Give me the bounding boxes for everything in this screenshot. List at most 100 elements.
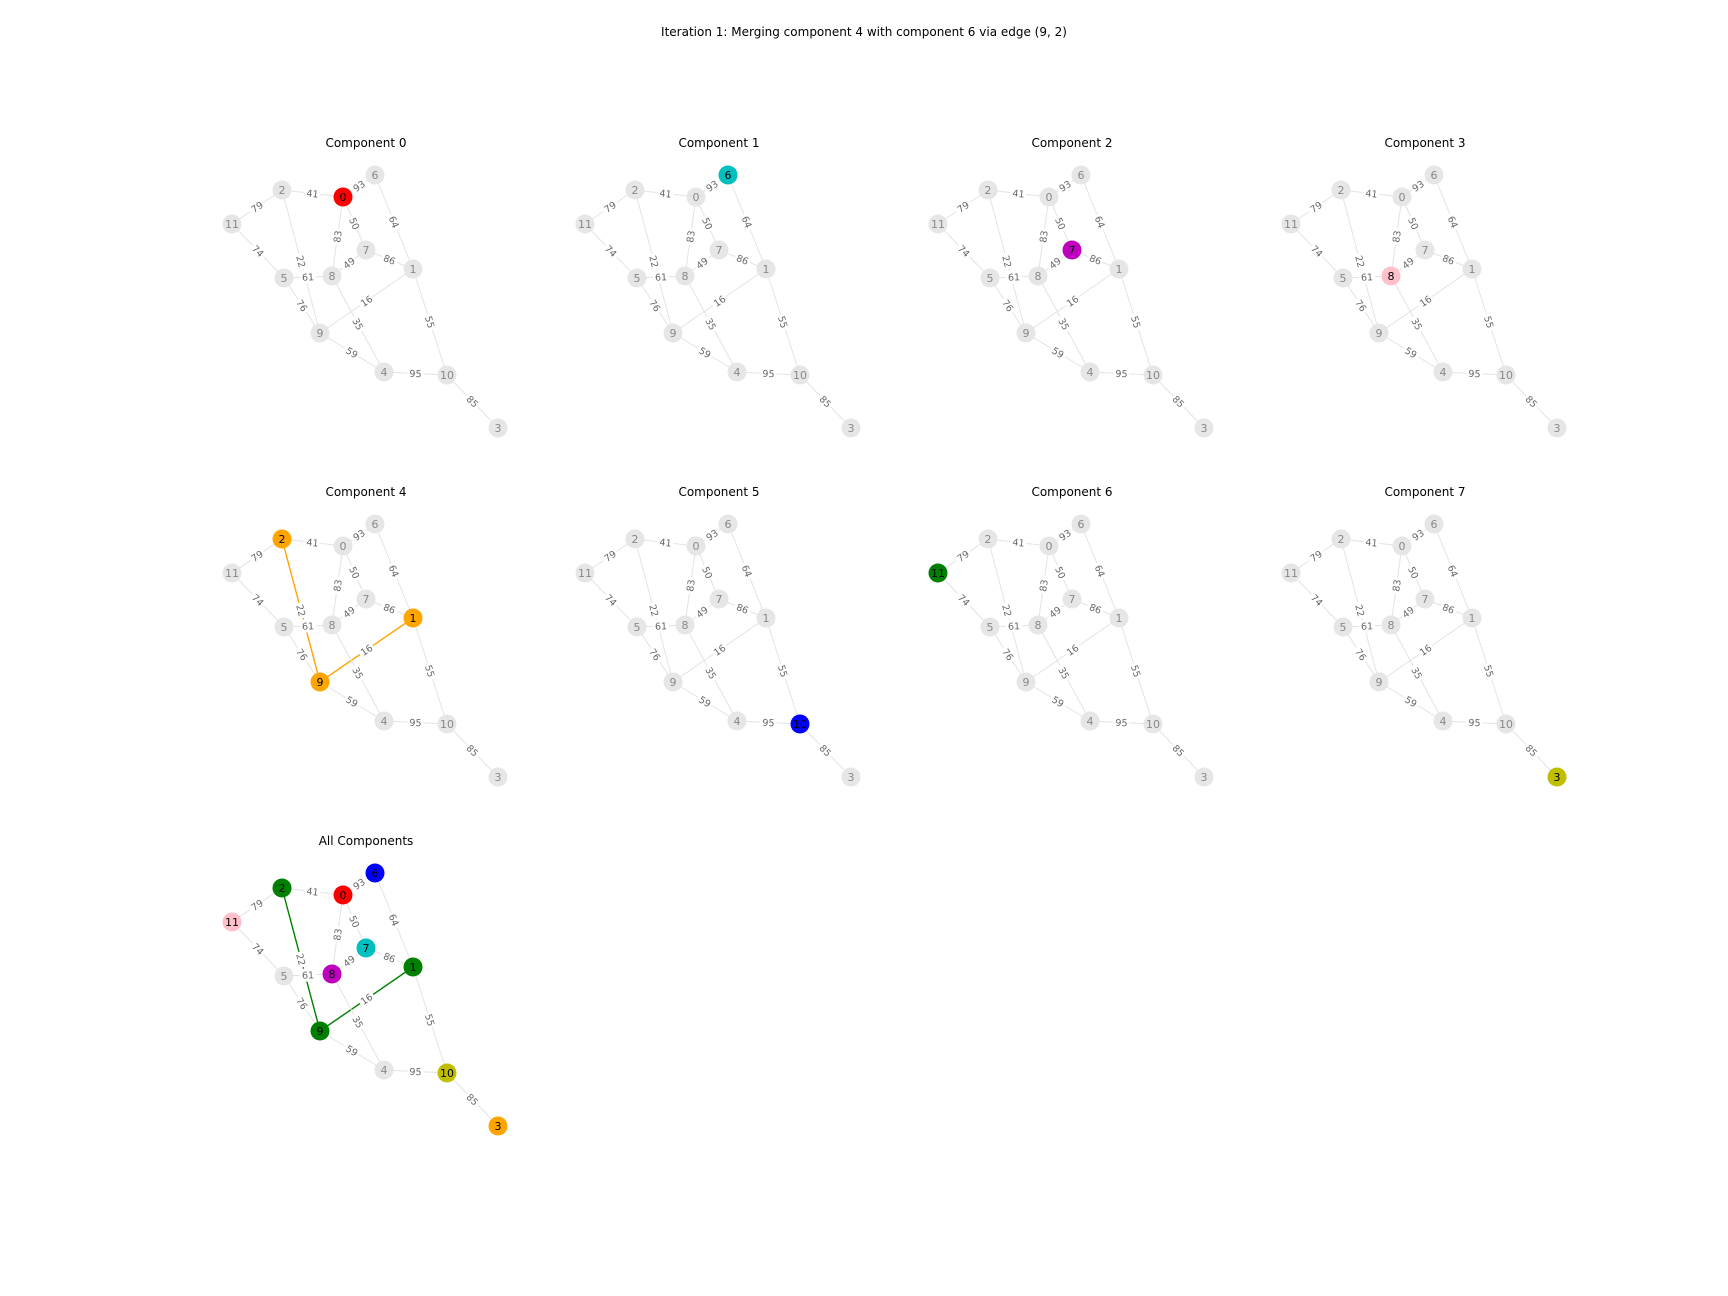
- edge-weight-label: 16: [709, 640, 730, 660]
- svg-text:85: 85: [817, 394, 833, 410]
- svg-text:41: 41: [306, 886, 319, 898]
- edge-weight-label: 79: [599, 546, 621, 566]
- svg-text:22: 22: [1352, 255, 1366, 270]
- edge-weight-label: 55: [421, 312, 439, 332]
- edge-weight-label: 55: [1480, 312, 1498, 332]
- svg-text:74: 74: [1308, 244, 1324, 260]
- node-4: 4: [1080, 362, 1100, 382]
- svg-text:9: 9: [1376, 327, 1383, 340]
- node-0: 0: [686, 536, 706, 556]
- svg-text:10: 10: [440, 718, 454, 731]
- node-4: 4: [1433, 711, 1453, 731]
- node-1: 1: [403, 608, 423, 628]
- svg-text:22: 22: [999, 604, 1013, 619]
- edge-weight-label: 83: [1388, 576, 1405, 595]
- edge-weight-label: 16: [1415, 640, 1436, 660]
- svg-text:35: 35: [1055, 666, 1070, 682]
- edge-weight-label: 86: [1085, 250, 1106, 269]
- edge-weight-label: 22: [998, 252, 1016, 271]
- svg-text:85: 85: [1170, 394, 1186, 410]
- node-0: 0: [1392, 536, 1412, 556]
- svg-text:55: 55: [422, 1013, 436, 1028]
- svg-text:35: 35: [1408, 317, 1423, 333]
- svg-text:6: 6: [372, 518, 379, 531]
- edge-weight-label: 41: [303, 535, 322, 550]
- svg-text:0: 0: [340, 540, 347, 553]
- svg-text:86: 86: [1440, 602, 1455, 617]
- edge-weight-label: 76: [645, 295, 665, 316]
- node-2: 2: [272, 878, 292, 898]
- node-4: 4: [374, 711, 394, 731]
- svg-text:5: 5: [281, 970, 288, 983]
- edge-weight-label: 16: [1415, 291, 1436, 311]
- svg-text:83: 83: [332, 230, 345, 243]
- node-3: 3: [488, 767, 508, 787]
- edge-weight-label: 64: [384, 212, 404, 232]
- svg-text:95: 95: [409, 718, 422, 730]
- node-3: 3: [1547, 418, 1567, 438]
- svg-text:83: 83: [1038, 230, 1051, 243]
- svg-text:4: 4: [734, 715, 741, 728]
- svg-text:22: 22: [646, 604, 660, 619]
- svg-text:59: 59: [1049, 346, 1065, 362]
- svg-text:35: 35: [349, 317, 364, 333]
- svg-text:83: 83: [332, 579, 345, 592]
- svg-text:35: 35: [702, 317, 717, 333]
- panel-title: Component 6: [1031, 485, 1112, 499]
- node-2: 2: [272, 529, 292, 549]
- edge-weight-label: 59: [1400, 342, 1422, 363]
- edge-weight-label: 16: [356, 291, 377, 311]
- svg-text:8: 8: [329, 619, 336, 632]
- edge-weight-label: 61: [299, 619, 317, 633]
- svg-text:95: 95: [762, 718, 775, 730]
- node-6: 6: [1424, 514, 1444, 534]
- edge-weight-label: 76: [292, 993, 312, 1014]
- edge-weight-label: 35: [348, 313, 368, 335]
- node-1: 1: [756, 259, 776, 279]
- node-5: 5: [627, 268, 647, 288]
- node-3: 3: [841, 418, 861, 438]
- edge-weight-label: 93: [348, 525, 370, 545]
- node-11: 11: [928, 563, 948, 583]
- svg-text:3: 3: [848, 422, 855, 435]
- node-10: 10: [1143, 365, 1163, 385]
- svg-text:6: 6: [1078, 169, 1085, 182]
- node-8: 8: [675, 266, 695, 286]
- svg-text:41: 41: [1012, 537, 1025, 549]
- svg-text:1: 1: [410, 263, 417, 276]
- svg-text:0: 0: [693, 191, 700, 204]
- svg-text:74: 74: [955, 244, 971, 260]
- node-0: 0: [1039, 536, 1059, 556]
- svg-text:59: 59: [696, 346, 712, 362]
- svg-text:6: 6: [1431, 169, 1438, 182]
- svg-text:0: 0: [1046, 540, 1053, 553]
- node-5: 5: [1333, 617, 1353, 637]
- svg-text:35: 35: [1408, 666, 1423, 682]
- svg-text:11: 11: [225, 567, 239, 580]
- edge-weight-label: 59: [1400, 691, 1422, 712]
- svg-text:55: 55: [1128, 664, 1142, 679]
- svg-text:55: 55: [1481, 664, 1495, 679]
- edge-weight-label: 76: [292, 295, 312, 316]
- node-2: 2: [625, 180, 645, 200]
- svg-text:61: 61: [1008, 621, 1021, 632]
- svg-text:2: 2: [1338, 184, 1345, 197]
- svg-text:3: 3: [1201, 422, 1208, 435]
- svg-text:50: 50: [1052, 565, 1067, 580]
- node-1: 1: [1462, 608, 1482, 628]
- svg-text:10: 10: [793, 369, 807, 382]
- svg-text:61: 61: [1361, 272, 1374, 283]
- edge-weight-label: 49: [338, 950, 360, 972]
- node-2: 2: [272, 180, 292, 200]
- svg-text:74: 74: [602, 593, 618, 609]
- edge-weight-label: 79: [952, 197, 974, 217]
- edge-weight-label: 79: [952, 546, 974, 566]
- svg-text:61: 61: [302, 970, 315, 981]
- svg-text:7: 7: [1422, 593, 1429, 606]
- svg-text:11: 11: [931, 218, 945, 231]
- node-9: 9: [310, 1021, 330, 1041]
- edge-weight-label: 50: [1404, 213, 1423, 234]
- svg-text:11: 11: [931, 567, 945, 580]
